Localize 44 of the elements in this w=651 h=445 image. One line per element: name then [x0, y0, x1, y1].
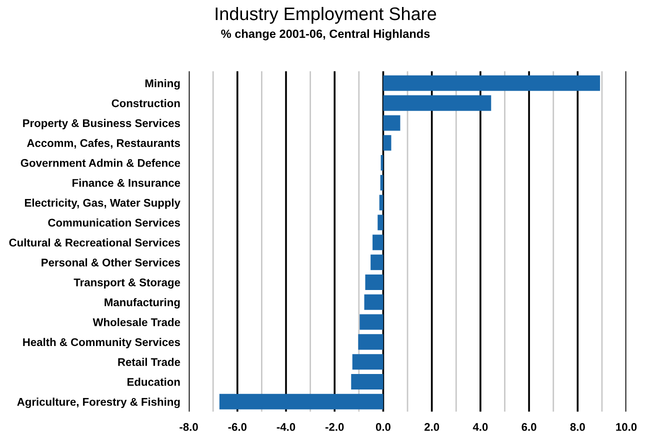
- y-tick-label: Mining: [145, 79, 180, 90]
- bar: [360, 314, 384, 330]
- x-tick-label: -4.0: [276, 423, 296, 431]
- bar: [352, 354, 384, 370]
- y-tick-label: Electricity, Gas, Water Supply: [24, 198, 180, 209]
- y-tick-label: Finance & Insurance: [72, 178, 180, 187]
- bar: [383, 115, 400, 131]
- y-tick-label: Cultural & Recreational Services: [9, 238, 180, 247]
- bar: [219, 394, 384, 410]
- x-tick-label: -6.0: [228, 423, 247, 431]
- y-tick-label: Transport & Storage: [74, 278, 180, 289]
- y-tick-label: Education: [128, 378, 180, 386]
- x-tick-label: 10.0: [616, 423, 637, 431]
- bar: [370, 254, 384, 270]
- bar: [351, 374, 384, 390]
- bar: [378, 214, 384, 230]
- y-tick-label: Accomm, Cafes, Restaurants: [26, 138, 180, 149]
- chart-subtitle: % change 2001-06, Central Highlands: [221, 29, 430, 40]
- x-tick-label: 2.0: [424, 423, 440, 431]
- y-tick-label: Government Admin & Defence: [20, 158, 180, 167]
- y-tick-label: Manufacturing: [104, 298, 180, 309]
- x-tick-label: 4.0: [472, 423, 488, 431]
- x-tick-label: -2.0: [325, 423, 344, 431]
- y-tick-label: Property & Business Services: [23, 118, 180, 130]
- y-tick-label: Retail Trade: [118, 358, 180, 366]
- bar: [383, 75, 600, 91]
- y-tick-label: Health & Community Services: [23, 338, 180, 348]
- y-tick-label: Construction: [112, 99, 180, 108]
- y-tick-label: Personal & Other Services: [42, 258, 180, 266]
- x-tick-label: 6.0: [522, 423, 536, 431]
- x-tick-label: -8.0: [180, 423, 198, 431]
- bar: [383, 135, 392, 151]
- y-tick-label: Wholesale Trade: [92, 318, 180, 326]
- y-tick-label: Agriculture, Forestry & Fishing: [17, 398, 180, 408]
- x-tick-label: 8.0: [570, 423, 585, 431]
- chart-title: Industry Employment Share: [216, 6, 436, 24]
- bar: [372, 234, 384, 250]
- bar: [364, 294, 384, 310]
- bar: [379, 194, 384, 210]
- bar: [358, 334, 384, 350]
- bar: [365, 274, 384, 290]
- x-tick-label: 0.0: [376, 423, 390, 431]
- bar: [383, 95, 492, 111]
- y-tick-label: Communication Services: [48, 218, 180, 227]
